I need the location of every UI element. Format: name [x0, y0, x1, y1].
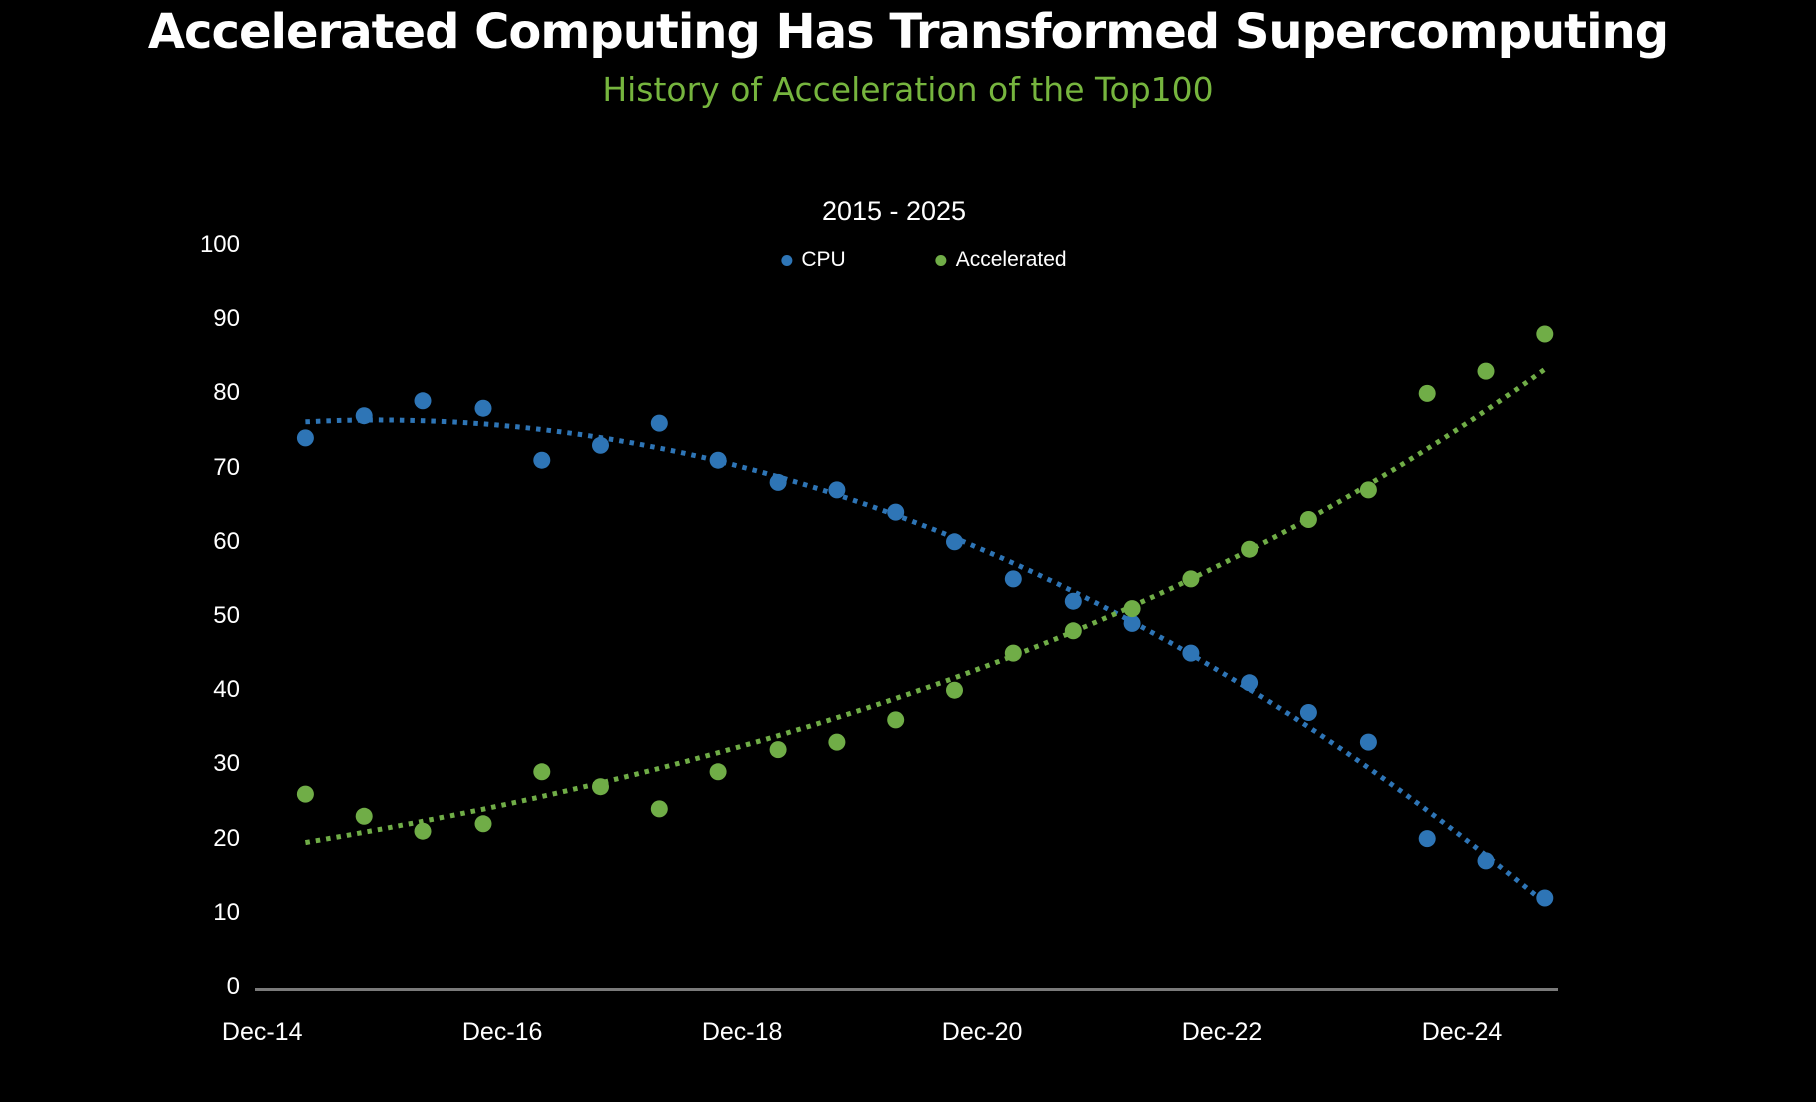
cpu-point: [1241, 674, 1259, 692]
accelerated-point: [650, 800, 668, 818]
y-tick-label: 80: [213, 379, 240, 407]
cpu-point: [1299, 704, 1317, 721]
accelerated-legend-dot-icon: [935, 254, 947, 266]
accelerated-point: [1418, 384, 1436, 402]
accelerated-point: [1359, 481, 1377, 499]
accelerated-point: [1477, 362, 1495, 380]
cpu-legend-label: CPU: [801, 248, 846, 271]
y-tick-label: 30: [213, 750, 240, 778]
accelerated-point: [887, 711, 905, 729]
accelerated-point: [1123, 600, 1141, 618]
cpu-point: [946, 533, 963, 551]
accelerated-point: [1004, 644, 1022, 662]
accelerated-point: [1241, 540, 1259, 558]
cpu-point: [533, 451, 551, 469]
cpu-point: [709, 451, 727, 469]
accelerated-point: [1064, 622, 1082, 640]
accelerated-trendline: [304, 367, 1547, 846]
cpu-point: [1064, 592, 1082, 610]
x-axis-line: [255, 988, 1558, 991]
y-tick-label: 50: [213, 602, 240, 629]
accelerated-point: [1182, 570, 1200, 588]
accelerated-point: [1299, 511, 1317, 528]
x-tick-label: Dec-18: [701, 1018, 783, 1046]
cpu-point: [355, 407, 373, 425]
cpu-point: [1418, 830, 1436, 848]
cpu-point: [1536, 889, 1554, 907]
y-tick-label: 10: [213, 898, 240, 926]
chart-period-label: 2015 - 2025: [821, 196, 967, 226]
x-tick-label: Dec-16: [461, 1018, 543, 1046]
cpu-legend-dot-icon: [781, 254, 793, 266]
cpu-point: [1359, 733, 1377, 751]
legend-item-accelerated: Accelerated: [935, 248, 1067, 272]
cpu-point: [828, 481, 846, 499]
x-tick-label: Dec-14: [221, 1018, 303, 1046]
accelerated-point: [946, 681, 963, 699]
cpu-point: [769, 473, 787, 491]
accelerated-legend-label: Accelerated: [955, 248, 1067, 271]
y-tick-label: 100: [199, 231, 240, 258]
cpu-point: [887, 503, 905, 521]
y-tick-label: 60: [213, 527, 240, 555]
slide-title: Accelerated Computing Has Transformed Su…: [147, 4, 1669, 60]
accelerated-point: [828, 733, 846, 751]
accelerated-point: [296, 785, 314, 803]
accelerated-point: [592, 778, 609, 796]
cpu-point: [296, 429, 314, 447]
cpu-point: [1182, 644, 1200, 662]
cpu-point: [1477, 852, 1495, 870]
cpu-point: [650, 414, 668, 432]
y-tick-label: 40: [213, 676, 240, 704]
chart-legend: CPU Accelerated: [781, 248, 1067, 272]
accelerated-point: [355, 807, 373, 825]
accelerated-point: [474, 815, 492, 833]
cpu-trendline: [305, 417, 1547, 905]
cpu-point: [474, 399, 492, 417]
accelerated-point: [709, 763, 727, 781]
x-tick-label: Dec-24: [1421, 1018, 1503, 1046]
legend-item-cpu: CPU: [781, 248, 846, 272]
cpu-point: [1123, 614, 1141, 632]
slide-subtitle: History of Acceleration of the Top100: [602, 70, 1214, 109]
y-tick-label: 20: [213, 824, 240, 852]
y-tick-label: 90: [213, 305, 240, 333]
y-tick-label: 0: [226, 973, 240, 1000]
cpu-point: [414, 392, 432, 410]
cpu-point: [1004, 570, 1022, 588]
accelerated-point: [533, 763, 551, 781]
y-tick-label: 70: [213, 453, 240, 481]
x-tick-label: Dec-22: [1181, 1018, 1263, 1046]
x-tick-label: Dec-20: [941, 1018, 1023, 1046]
accelerated-point: [414, 822, 432, 840]
accelerated-point: [769, 741, 787, 759]
accelerated-point: [1536, 325, 1554, 343]
cpu-point: [592, 436, 609, 454]
